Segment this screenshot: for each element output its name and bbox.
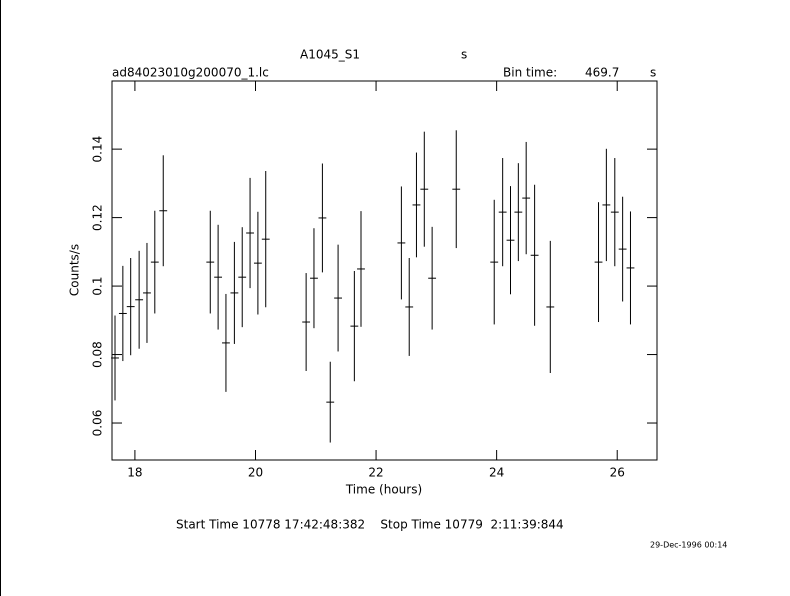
bin-time-label: Bin time: <box>503 66 557 80</box>
chart-title: A1045_S1 <box>300 48 360 62</box>
bin-time-unit: s <box>650 66 656 80</box>
x-tick-label: 20 <box>248 466 263 480</box>
time-range: Start Time 10778 17:42:48:382 Stop Time … <box>176 518 564 532</box>
x-tick-label: 24 <box>489 466 504 480</box>
y-axis-label: Counts/s <box>68 244 82 296</box>
x-tick-label: 26 <box>610 466 625 480</box>
x-axis-label: Time (hours) <box>345 483 422 497</box>
x-tick-label: 22 <box>368 466 383 480</box>
y-tick-label: 0.12 <box>91 204 105 231</box>
y-tick-label: 0.14 <box>91 136 105 163</box>
plot-frame <box>111 80 658 461</box>
bin-time: 469.7 <box>585 66 619 80</box>
timestamp: 29-Dec-1996 00:14 <box>650 541 727 550</box>
title-unit: s <box>461 48 467 62</box>
y-tick-label: 0.1 <box>91 277 105 296</box>
y-tick-label: 0.08 <box>91 341 105 368</box>
x-tick-label: 18 <box>127 466 142 480</box>
y-tick-label: 0.06 <box>91 410 105 437</box>
file-name: ad84023010g200070_1.lc <box>112 66 269 80</box>
